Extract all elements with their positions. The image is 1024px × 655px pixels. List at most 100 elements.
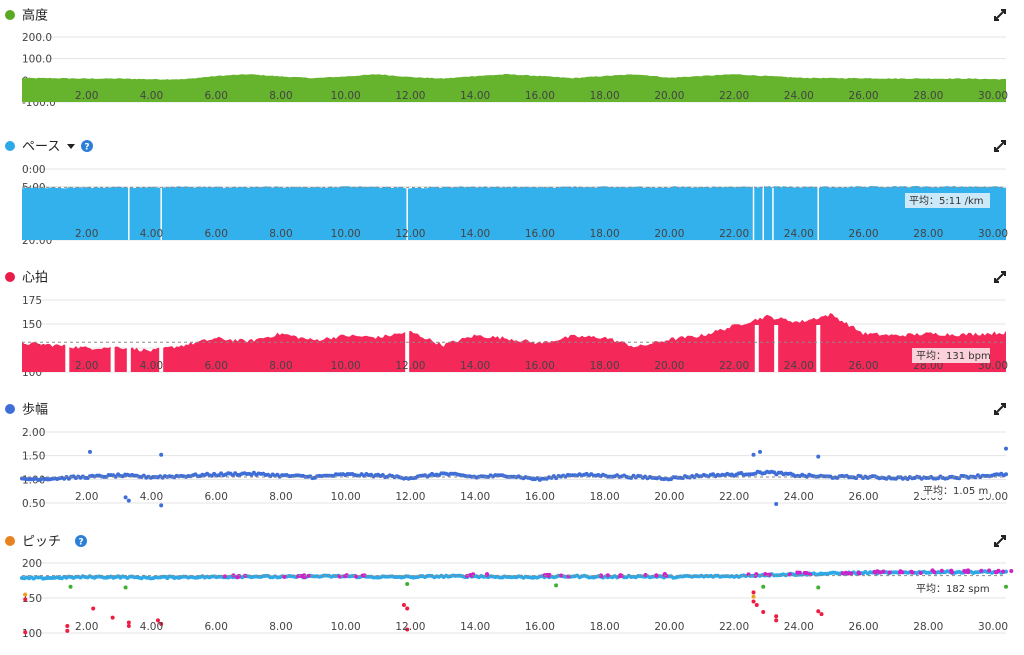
x-tick-label: 6.00 (205, 491, 228, 503)
help-icon-glyph: ? (84, 143, 89, 153)
expand-arrows (994, 140, 1006, 152)
cadence-point-red (751, 590, 756, 595)
y-tick-label: 200.0 (22, 32, 52, 44)
x-tick-label: 6.00 (205, 621, 228, 633)
cadence-point-red (91, 606, 96, 611)
x-tick-label: 26.00 (849, 228, 879, 240)
cadence-point-magenta (804, 570, 809, 575)
cadence-point-magenta (344, 573, 349, 578)
cadence-point-magenta (966, 568, 971, 573)
x-tick-label: 8.00 (269, 491, 292, 503)
x-tick-label: 14.00 (460, 621, 490, 633)
outlier-point (87, 449, 92, 454)
x-tick-label: 4.00 (140, 228, 163, 240)
cadence-point-magenta (1009, 569, 1014, 574)
outlier-point (774, 501, 779, 506)
data-gap (110, 325, 115, 372)
cadence-point-magenta (963, 569, 968, 574)
x-tick-label: 28.00 (913, 621, 943, 633)
panel-title-stride: 歩幅 (22, 403, 48, 418)
x-tick-label: 12.00 (395, 90, 425, 102)
x-tick-label: 20.00 (654, 491, 684, 503)
x-tick-label: 28.00 (913, 90, 943, 102)
expand-icon[interactable] (994, 535, 1006, 547)
expand-icon[interactable] (994, 9, 1006, 21)
panel-heart_rate: 心拍1751501251002.004.006.008.0010.0012.00… (5, 271, 1008, 379)
expand-icon[interactable] (994, 140, 1006, 152)
cadence-point-red (819, 612, 824, 617)
cadence-point-magenta (878, 570, 883, 575)
cadence-point-red (816, 609, 821, 614)
data-gap (754, 325, 759, 372)
y-tick-label: 0:00 (22, 164, 46, 176)
cadence-point-green (816, 585, 821, 590)
cadence-point-magenta (222, 574, 227, 579)
expand-icon[interactable] (994, 403, 1006, 415)
y-tick-label: 0.50 (22, 498, 45, 510)
y-tick-label: 100.0 (22, 54, 52, 66)
cadence-point-red (761, 610, 766, 614)
cadence-point-magenta (559, 573, 564, 578)
dropdown-caret-icon[interactable] (67, 144, 75, 149)
cadence-point-magenta (909, 569, 914, 574)
x-tick-label: 30.00 (978, 90, 1008, 102)
x-tick-label: 20.00 (654, 228, 684, 240)
x-tick-label: 4.00 (140, 491, 163, 503)
x-tick-label: 24.00 (784, 90, 814, 102)
average-label: 平均：1.05 m (923, 485, 988, 497)
expand-icon[interactable] (994, 271, 1006, 283)
x-tick-label: 12.00 (395, 228, 425, 240)
data-gap (65, 325, 70, 372)
cadence-point-magenta (795, 570, 800, 575)
x-tick-label: 18.00 (590, 491, 620, 503)
legend-dot-cadence (5, 536, 15, 546)
x-tick-label: 10.00 (331, 90, 361, 102)
cadence-point-magenta (235, 575, 240, 580)
x-tick-label: 26.00 (849, 360, 879, 372)
outlier-point (751, 452, 756, 457)
cadence-point-magenta (302, 575, 307, 580)
panel-title-pace: ペース (22, 140, 60, 155)
x-tick-label: 12.00 (395, 491, 425, 503)
x-tick-label: 18.00 (590, 90, 620, 102)
average-label-bg (912, 348, 990, 363)
outlier-point (123, 495, 128, 500)
x-tick-label: 2.00 (75, 360, 98, 372)
cadence-point-magenta (643, 572, 648, 577)
panel-stride: 歩幅2.001.501.000.502.004.006.008.0010.001… (5, 403, 1008, 510)
cadence-point-green (68, 584, 73, 589)
x-tick-label: 14.00 (460, 491, 490, 503)
cadence-point-magenta (360, 573, 365, 578)
cadence-point-orange (23, 592, 28, 597)
cadence-point-magenta (979, 568, 984, 573)
average-label-bg (919, 483, 990, 498)
help-icon[interactable] (75, 535, 87, 547)
cadence-point-red (405, 606, 410, 611)
cadence-point-green (554, 583, 559, 588)
cadence-point-red (405, 627, 410, 632)
x-tick-label: 22.00 (719, 360, 749, 372)
cadence-point-red (23, 630, 28, 635)
data-gap (126, 325, 131, 372)
x-tick-label: 16.00 (525, 228, 555, 240)
legend-dot-pace (5, 141, 15, 151)
x-tick-label: 20.00 (654, 90, 684, 102)
cadence-point-magenta (296, 574, 301, 579)
y-tick-label: 100 (22, 628, 42, 640)
help-icon[interactable] (81, 140, 93, 152)
cadence-point-magenta (282, 574, 287, 579)
x-tick-label: 26.00 (849, 621, 879, 633)
x-tick-label: 16.00 (525, 491, 555, 503)
cadence-point-orange (751, 594, 756, 599)
x-tick-label: 16.00 (525, 621, 555, 633)
cadence-point-magenta (605, 573, 610, 578)
average-label: 平均：182 spm (916, 583, 990, 595)
cadence-point-red (126, 624, 131, 628)
expand-arrows (994, 9, 1006, 21)
cadence-point-red (23, 597, 28, 602)
x-tick-label: 2.00 (75, 90, 98, 102)
x-tick-label: 12.00 (395, 360, 425, 372)
x-tick-label: 20.00 (654, 621, 684, 633)
panel-title-heart_rate: 心拍 (22, 271, 48, 286)
